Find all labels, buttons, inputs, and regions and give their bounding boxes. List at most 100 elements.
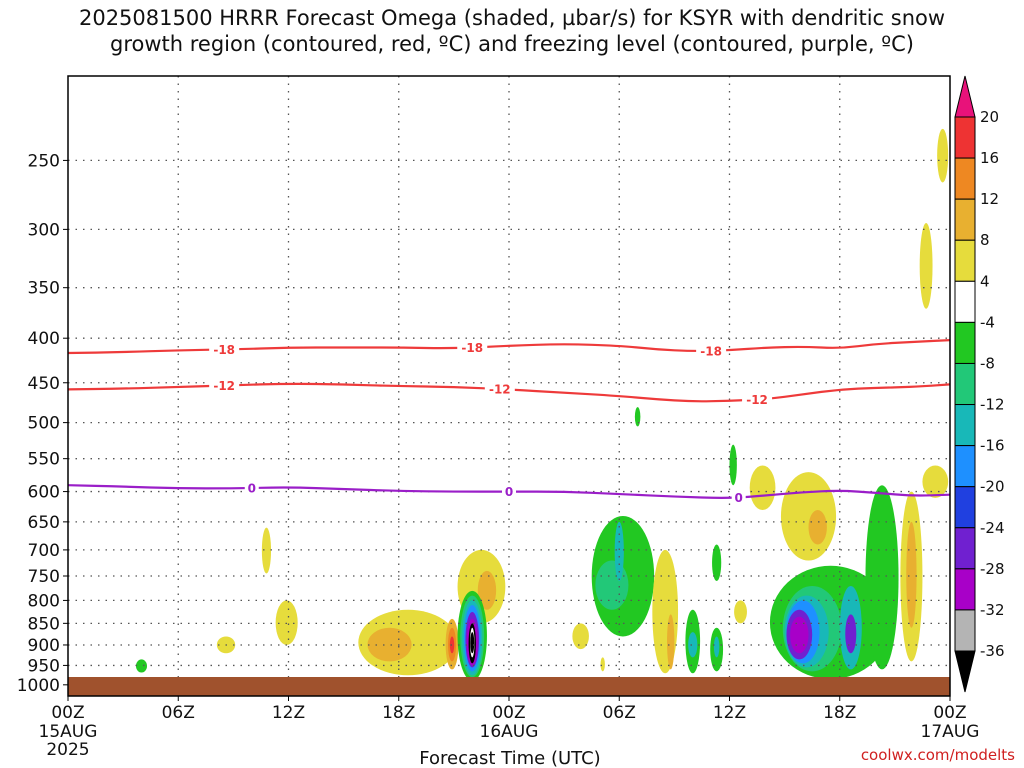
colorbar-label-13: -36 [980,642,1005,660]
y-tick-label-450: 450 [28,374,60,394]
omega-region-34 [734,600,747,624]
temperature-contours: -18 -18 -18 -12 -12 -12 0 0 0 [68,339,950,506]
chart-title-line-1: 2025081500 HRRR Forecast Omega (shaded, … [78,6,946,30]
y-tick-label-600: 600 [28,483,60,503]
x-axis-label: Forecast Time (UTC) [419,748,600,768]
omega-region-51 [919,223,933,309]
omega-region-24 [614,521,624,582]
colorbar-segment-9 [954,486,976,529]
omega-region-21 [600,657,605,672]
freezing-contour-label: 0 [248,481,256,495]
omega-region-0 [135,659,148,673]
omega-region-26 [667,614,675,670]
colorbar-label-4: 4 [980,272,990,290]
colorbar-segment-6 [954,362,976,406]
omega-region-45 [845,614,857,654]
dgz-contour-label: -12 [746,393,768,407]
freezing-contour-label-bg [244,479,259,496]
colorbar-label-12: -32 [980,601,1005,619]
freezing-contour-label-bg [502,483,516,500]
y-tick-label-800: 800 [28,591,60,611]
colorbar-label-0: 20 [980,108,999,126]
omega-region-1 [261,527,272,574]
colorbar-segment-10 [954,527,976,570]
x-tick-label-1: 06Z [162,703,195,723]
x-tick-label-6: 12Z [713,703,746,723]
dgz-contour-label-bg [696,342,727,359]
y-tick-label-1000: 1000 [17,676,60,696]
y-tick-label-550: 550 [28,450,60,470]
omega-region-48 [906,521,917,628]
colorbar-segment-2 [954,198,976,241]
omega-shading [135,128,949,682]
x-tick-year-0: 2025 [46,740,89,760]
dgz-contour-label-bg [209,341,240,358]
dgz-contour-label: -18 [700,344,722,358]
x-tick-date-0: 15AUG [39,722,98,742]
colorbar-label-11: -28 [980,560,1005,578]
dgz-contour-line-0 [68,339,950,355]
colorbar-segment-1 [954,157,976,200]
y-tick-label-700: 700 [28,541,60,561]
omega-region-37 [808,510,827,545]
dgz-contour-label-bg [209,377,240,394]
omega-region-8 [449,636,455,654]
omega-region-35 [749,465,776,511]
y-tick-label-250: 250 [28,151,60,171]
freezing-contour-line-0 [68,484,950,499]
y-tick-label-300: 300 [28,220,60,240]
colorbar-label-7: -12 [980,396,1005,414]
colorbar-legend: 20 16 12 8 4 -4 -8 -12 -16 -20 -24 -28 -32 -36 [954,75,1005,693]
y-tick-label-400: 400 [28,329,60,349]
pressure-axis: 2503003504004505005506006507007508008509… [17,151,68,696]
dgz-contour-label-bg [742,391,773,408]
colorbar-label-5: -4 [980,313,995,331]
colorbar-label-3: 8 [980,231,990,249]
omega-region-29 [712,544,722,582]
omega-region-20 [572,623,589,650]
x-tick-date-8: 17AUG [921,722,980,742]
omega-region-3 [275,600,298,645]
chart-title-line-2: growth region (contoured, red, ºC) and f… [110,32,914,56]
colorbar-label-2: 12 [980,190,999,208]
x-tick-label-3: 18Z [382,703,415,723]
freezing-contour-label-bg [731,489,746,506]
omega-region-10 [477,570,497,610]
x-tick-label-7: 18Z [823,703,856,723]
colorbar-segment-8 [954,445,976,488]
omega-region-23 [595,560,629,610]
colorbar-bottom-arrow [954,650,976,693]
colorbar-segment-7 [954,404,976,447]
dgz-contour-label-bg [457,339,488,356]
freezing-contour-label: 0 [505,485,513,499]
y-tick-label-650: 650 [28,513,60,533]
colorbar-top-arrow [954,75,976,118]
colorbar-segment-5 [954,321,976,364]
dgz-contour-label: -12 [213,379,235,393]
colorbar-label-1: 16 [980,149,999,167]
y-tick-label-850: 850 [28,614,60,634]
y-tick-label-500: 500 [28,414,60,434]
credit-link[interactable]: coolwx.com/modelts [861,746,1015,764]
omega-region-19 [470,632,475,654]
x-tick-label-2: 12Z [272,703,305,723]
x-tick-label-0: 00Z [51,703,84,723]
omega-region-32 [634,407,641,427]
omega-region-25 [652,549,679,674]
x-tick-label-4: 00Z [492,703,525,723]
ground-band [68,677,950,696]
dgz-contour-label: -18 [461,341,483,355]
colorbar-label-6: -8 [980,354,995,372]
omega-region-50 [937,128,949,183]
colorbar-segment-3 [954,239,976,282]
y-tick-label-950: 950 [28,656,60,676]
omega-region-28 [688,632,698,658]
colorbar-segment-12 [954,609,976,652]
colorbar-segment-0 [954,116,976,159]
x-tick-label-5: 06Z [603,703,636,723]
colorbar-segment-4 [954,280,976,323]
colorbar-segment-11 [954,568,976,611]
dgz-contour-label-bg [484,381,515,398]
